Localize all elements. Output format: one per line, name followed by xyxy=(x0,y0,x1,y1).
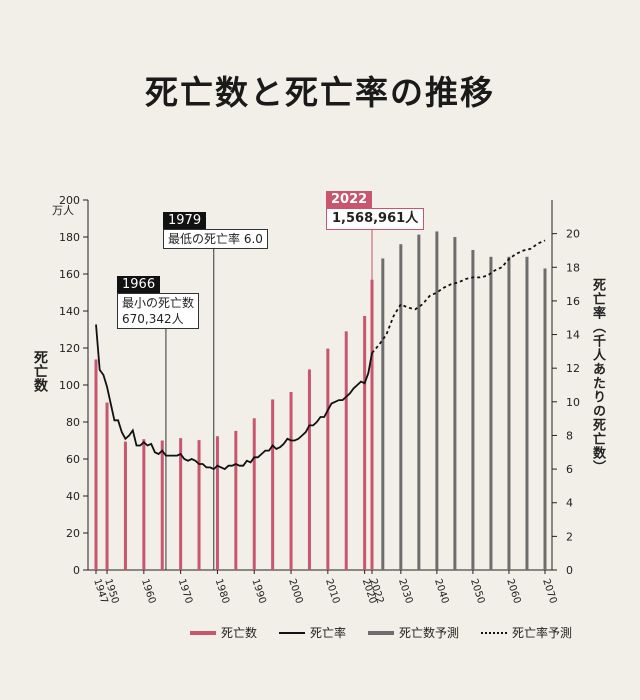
forecast-bar xyxy=(507,256,511,570)
left-tick-label: 200 xyxy=(59,194,80,207)
death-bar xyxy=(94,359,98,570)
death-bar xyxy=(271,399,275,570)
right-tick-label: 16 xyxy=(566,295,580,308)
death-bar xyxy=(344,331,348,570)
rate-forecast-line xyxy=(371,239,546,354)
x-tick-label: 2070 xyxy=(540,578,558,606)
legend-label-rate: 死亡率 xyxy=(310,626,347,640)
legend-swatch-deaths xyxy=(190,630,216,635)
right-tick-label: 4 xyxy=(566,497,573,510)
forecast-bar xyxy=(435,231,439,570)
right-tick-label: 6 xyxy=(566,463,573,476)
death-bar xyxy=(326,348,330,570)
right-axis-label: 死亡率（千人あたりの死亡数） xyxy=(590,278,605,474)
x-tick-label: 2010 xyxy=(323,578,341,606)
legend-label-rate-forecast: 死亡率予測 xyxy=(512,626,573,640)
left-tick-label: 0 xyxy=(73,564,80,577)
rate-line xyxy=(95,324,373,471)
forecast-bar xyxy=(399,244,403,570)
annotation-1966-line2: 670,342人 xyxy=(122,312,184,326)
chart-title: 死亡数と死亡率の推移 xyxy=(145,73,495,112)
right-tick-label: 14 xyxy=(566,329,580,342)
death-bar xyxy=(105,402,109,570)
x-tick-label: 2000 xyxy=(286,578,304,606)
annotation-1979-box: 最低の死亡率 6.0 xyxy=(163,229,268,249)
forecast-bar xyxy=(381,258,385,570)
legend-swatch-rate xyxy=(279,631,306,634)
annotation-1979: 1979 最低の死亡率 6.0 xyxy=(163,212,268,249)
x-tick-label: 2030 xyxy=(396,578,414,606)
annotation-2022-year: 2022 xyxy=(326,191,373,208)
annotation-1966-line1: 最小の死亡数 xyxy=(122,296,195,310)
x-tick-label: 1960 xyxy=(139,578,157,606)
forecast-bar xyxy=(417,234,421,570)
right-tick-label: 0 xyxy=(566,564,573,577)
left-tick-label: 20 xyxy=(66,527,80,540)
death-bar xyxy=(179,438,183,570)
x-tick-label: 2060 xyxy=(504,578,522,606)
annotation-2022-line1: 1,568,961人 xyxy=(332,211,419,226)
left-tick-label: 120 xyxy=(59,342,80,355)
right-tick-label: 10 xyxy=(566,396,580,409)
right-tick-label: 12 xyxy=(566,362,580,375)
death-bar xyxy=(160,440,164,570)
left-tick-label: 80 xyxy=(66,416,80,429)
x-tick-label: 2040 xyxy=(432,578,450,606)
legend-item-deaths-forecast: 死亡数予測 xyxy=(368,624,459,641)
left-tick-label: 180 xyxy=(59,231,80,244)
death-bar xyxy=(197,440,201,570)
legend-swatch-rate-forecast xyxy=(481,631,508,634)
x-tick-label: 1990 xyxy=(249,578,267,606)
death-bar xyxy=(370,279,374,570)
legend-item-rate: 死亡率 xyxy=(279,624,346,641)
annotation-1966-year: 1966 xyxy=(117,276,161,293)
x-tick-label: 2050 xyxy=(468,578,486,606)
left-axis-unit: 万人 xyxy=(52,204,74,217)
annotation-1966: 1966 最小の死亡数 670,342人 xyxy=(117,276,200,329)
right-tick-label: 20 xyxy=(566,228,580,241)
right-tick-label: 2 xyxy=(566,530,573,543)
annotation-2022: 2022 1,568,961人 xyxy=(326,191,425,230)
legend-swatch-deaths-forecast xyxy=(368,630,395,635)
annotation-1979-line1: 最低の死亡率 6.0 xyxy=(168,232,263,246)
death-bar xyxy=(307,369,311,570)
legend: 死亡数 死亡率 死亡数予測 死亡率予測 xyxy=(190,624,594,641)
left-axis-label: 死亡数 xyxy=(32,350,48,392)
forecast-bar xyxy=(543,268,547,570)
death-bar xyxy=(215,436,219,570)
forecast-bar xyxy=(489,256,493,570)
annotation-1966-box: 最小の死亡数 670,342人 xyxy=(117,293,200,329)
left-tick-label: 140 xyxy=(59,305,80,318)
annotation-2022-box: 1,568,961人 xyxy=(326,208,425,230)
left-tick-label: 100 xyxy=(59,379,80,392)
x-tick-label: 1980 xyxy=(213,578,231,606)
left-tick-label: 60 xyxy=(66,453,80,466)
death-bar xyxy=(252,418,256,570)
death-bar xyxy=(289,392,293,570)
right-tick-label: 8 xyxy=(566,429,573,442)
death-bar xyxy=(142,439,146,570)
legend-item-deaths: 死亡数 xyxy=(190,624,257,641)
left-tick-label: 160 xyxy=(59,268,80,281)
forecast-bar xyxy=(471,249,475,570)
death-bar xyxy=(234,430,238,570)
annotation-1979-year: 1979 xyxy=(163,212,207,229)
legend-item-rate-forecast: 死亡率予測 xyxy=(481,624,572,641)
death-bar xyxy=(123,441,127,570)
death-bar xyxy=(363,315,367,570)
legend-label-deaths: 死亡数 xyxy=(221,626,258,640)
forecast-bar xyxy=(525,256,529,570)
left-tick-label: 40 xyxy=(66,490,80,503)
forecast-bar xyxy=(453,237,457,570)
x-tick-label: 1970 xyxy=(176,578,194,606)
legend-label-deaths-forecast: 死亡数予測 xyxy=(399,626,460,640)
right-tick-label: 18 xyxy=(566,261,580,274)
